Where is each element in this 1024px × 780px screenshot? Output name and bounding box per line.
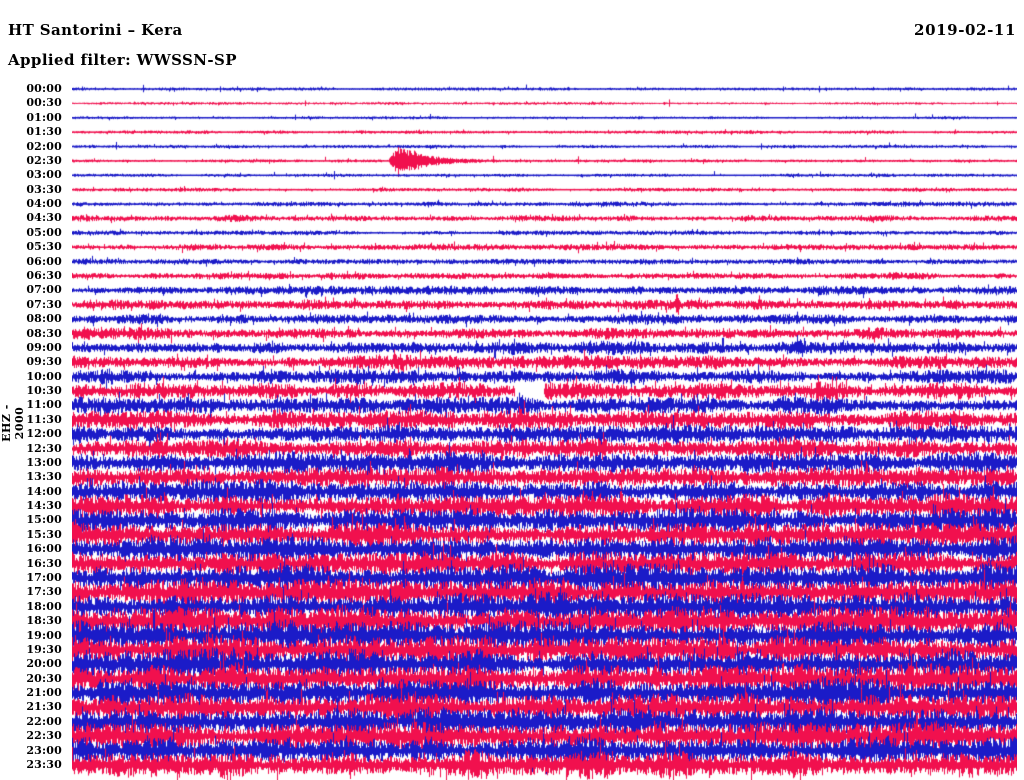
time-label: 22:00 [26,714,62,728]
time-label: 07:00 [26,283,62,297]
time-label: 12:30 [26,441,62,455]
time-label: 02:00 [26,139,62,153]
time-label: 19:00 [26,628,62,642]
time-label: 14:00 [26,484,62,498]
time-label: 13:30 [26,470,62,484]
time-label: 01:00 [26,110,62,124]
date-label: 2019-02-11 [914,21,1016,39]
time-label: 03:00 [26,168,62,182]
time-label: 01:30 [26,125,62,139]
time-label: 10:30 [26,384,62,398]
time-label: 07:30 [26,297,62,311]
time-label: 10:00 [26,369,62,383]
time-label: 00:30 [26,96,62,110]
time-label: 05:30 [26,240,62,254]
time-label: 03:30 [26,182,62,196]
time-label: 09:30 [26,355,62,369]
time-label: 23:00 [26,743,62,757]
time-label: 17:30 [26,585,62,599]
applied-filter-label: Applied filter: WWSSN-SP [8,51,237,69]
time-label: 06:30 [26,268,62,282]
time-label: 11:30 [26,412,62,426]
time-label: 18:30 [26,614,62,628]
time-label: 04:00 [26,197,62,211]
time-label: 21:30 [26,700,62,714]
time-label: 13:00 [26,455,62,469]
time-label: 09:00 [26,340,62,354]
helicorder-canvas [72,80,1017,780]
time-label: 18:00 [26,599,62,613]
time-label: 12:00 [26,427,62,441]
time-label: 00:00 [26,82,62,95]
time-label: 05:00 [26,225,62,239]
time-label: 08:30 [26,326,62,340]
time-labels: 00:00 00:30 01:00 01:30 02:00 02:30 03:00 03:30… [0,0,62,780]
time-label: 04:30 [26,211,62,225]
time-label: 02:30 [26,153,62,167]
time-label: 11:00 [26,398,62,412]
time-label: 06:00 [26,254,62,268]
time-label: 08:00 [26,312,62,326]
time-label: 22:30 [26,729,62,743]
time-label: 21:00 [26,686,62,700]
time-label: 16:00 [26,542,62,556]
time-label: 15:30 [26,527,62,541]
time-label: 20:30 [26,671,62,685]
time-label: 16:30 [26,556,62,570]
station-title: HT Santorini – Kera [8,21,183,39]
time-label: 14:30 [26,499,62,513]
time-label: 23:30 [26,758,62,771]
time-label: 17:00 [26,571,62,585]
time-label: 15:00 [26,513,62,527]
time-label: 19:30 [26,642,62,656]
time-label: 20:00 [26,657,62,671]
